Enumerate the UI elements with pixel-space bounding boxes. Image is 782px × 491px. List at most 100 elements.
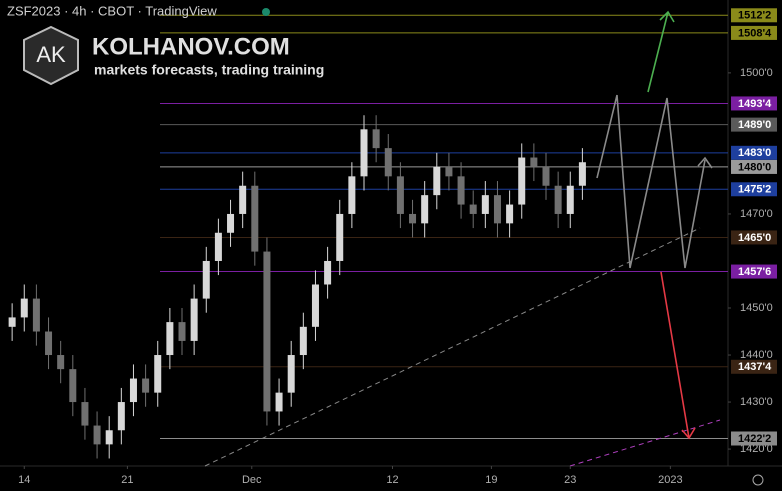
bull-arrow — [647, 11, 669, 93]
y-tick-label: 1440'0 — [740, 349, 773, 361]
candle-body — [409, 213, 417, 224]
candle-body — [20, 298, 28, 318]
price-tag-label: 1475'2 — [738, 184, 771, 196]
trend-line — [204, 227, 701, 467]
candle-body — [360, 129, 368, 177]
price-tag — [731, 431, 777, 446]
candle-body — [384, 148, 392, 177]
candle-body — [542, 166, 550, 186]
candle-body — [57, 355, 65, 370]
logo: AK — [23, 25, 79, 86]
logo-badge — [23, 25, 79, 86]
candle-body — [275, 392, 283, 412]
price-tag-label: 1437'4 — [738, 361, 772, 373]
y-tick-label: 1450'0 — [740, 302, 773, 314]
candle-body — [518, 157, 526, 205]
candle-body — [166, 322, 174, 356]
candle-body — [348, 176, 356, 214]
candle-body — [81, 402, 89, 426]
logo-text: AK — [36, 42, 66, 67]
arrow-head — [681, 427, 696, 440]
price-tag — [731, 96, 777, 111]
status-dot — [262, 8, 270, 16]
candle-body — [506, 204, 514, 224]
price-tag-label: 1480'0 — [738, 161, 771, 173]
price-tag — [731, 359, 777, 374]
candle-body — [202, 260, 210, 299]
x-tick-label: 21 — [121, 474, 133, 486]
candle-body — [214, 232, 222, 261]
candle-body — [445, 166, 453, 177]
candle-body — [396, 176, 404, 214]
price-tag — [731, 230, 777, 245]
candle-body — [554, 185, 562, 214]
candle-body — [421, 195, 429, 224]
price-tag-label: 1508'4 — [738, 27, 772, 39]
bear-arrow — [660, 271, 690, 439]
x-tick-label: 19 — [485, 474, 497, 486]
candle-body — [299, 326, 307, 356]
candle-body — [287, 355, 295, 393]
projection-path — [596, 94, 706, 269]
candle-body — [336, 213, 344, 261]
arrow-head — [697, 156, 713, 169]
price-tag — [731, 182, 777, 197]
candle-body — [93, 425, 101, 445]
candle-body — [566, 185, 574, 214]
price-tag — [731, 117, 777, 132]
y-tick-label: 1500'0 — [740, 67, 773, 79]
price-tag-label: 1465'0 — [738, 232, 771, 244]
candle-body — [239, 185, 247, 214]
candle-body — [493, 195, 501, 224]
gear[interactable] — [752, 474, 764, 486]
x-tick-label: 2023 — [658, 474, 682, 486]
y-tick-label: 1420'0 — [740, 443, 773, 455]
x-tick-label: 23 — [564, 474, 576, 486]
price-tag — [731, 159, 777, 174]
candle-body — [129, 378, 137, 403]
price-tag-label: 1457'6 — [738, 266, 771, 278]
price-tag-label: 1483'0 — [738, 147, 771, 159]
price-tag — [731, 25, 777, 40]
candle-body — [45, 331, 53, 356]
candle-body — [457, 176, 465, 205]
candle-body — [251, 185, 259, 252]
candle-body — [227, 213, 235, 233]
brand: KOLHANOV.COM — [92, 33, 290, 60]
candle-body — [311, 284, 319, 327]
candle-body — [469, 204, 477, 214]
price-tag — [731, 145, 777, 160]
symbol-info: ZSF2023 · 4h · CBOT · TradingView — [7, 3, 217, 18]
y-tick-label: 1470'0 — [740, 208, 773, 220]
trend-line — [569, 419, 721, 467]
price-tag — [731, 264, 777, 279]
candle-body — [154, 355, 162, 393]
candle-body — [117, 402, 125, 431]
candle-body — [142, 378, 150, 393]
candle-body — [578, 162, 586, 186]
candle-body — [32, 298, 40, 332]
candle-body — [178, 322, 186, 341]
candle-body — [324, 260, 332, 285]
price-tag-label: 1493'4 — [738, 98, 772, 110]
candle-body — [105, 430, 113, 445]
candle-body — [433, 166, 441, 196]
price-tag-label: 1489'0 — [738, 119, 771, 131]
candle-body — [481, 195, 489, 214]
x-tick-label: 12 — [386, 474, 398, 486]
candle-body — [69, 369, 77, 403]
price-tag-label: 1422'2 — [738, 433, 771, 445]
x-tick-label: 14 — [18, 474, 30, 486]
arrow-head — [659, 10, 675, 23]
projections — [204, 10, 721, 467]
settings-icon[interactable] — [752, 474, 764, 486]
candle-body — [190, 298, 198, 341]
tagline: markets forecasts, trading training — [94, 62, 324, 78]
x-tick-label: Dec — [242, 474, 262, 486]
price-tag-label: 1512'2 — [738, 10, 771, 22]
candle-body — [263, 251, 271, 412]
candle-body — [530, 157, 538, 167]
y-tick-label: 1430'0 — [740, 396, 773, 408]
